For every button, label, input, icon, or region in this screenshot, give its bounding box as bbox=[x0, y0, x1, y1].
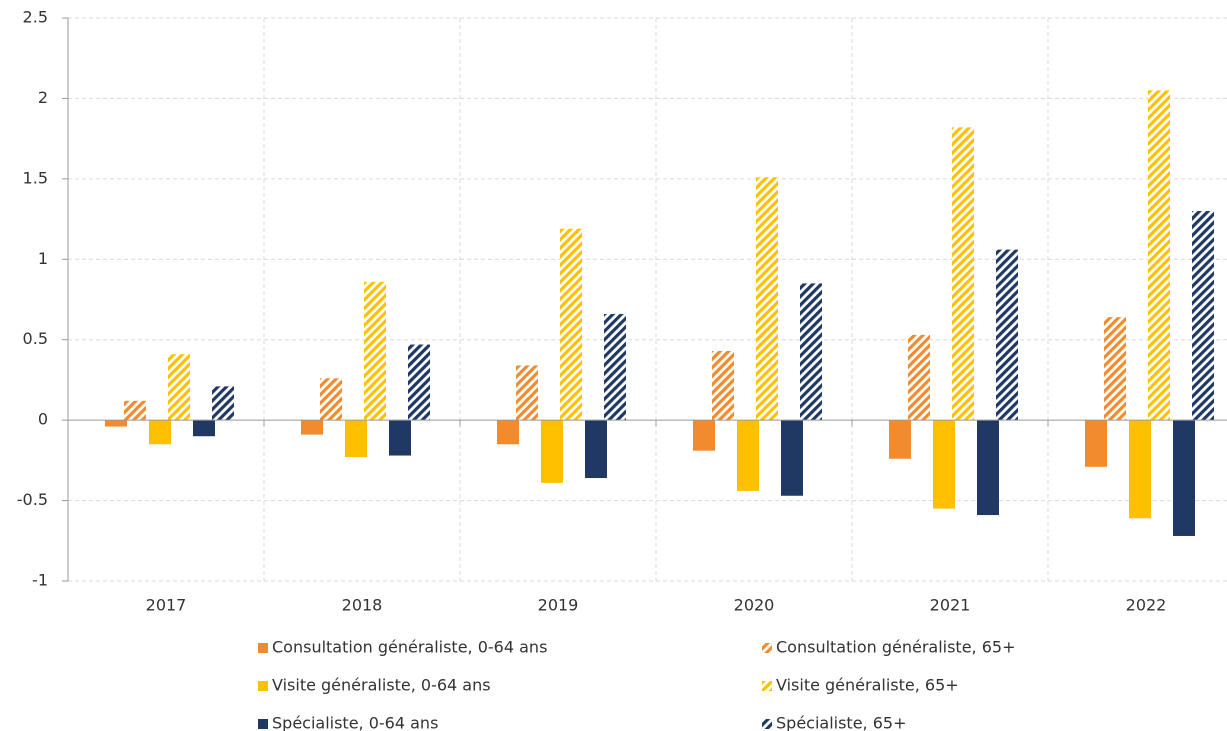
legend-label: Spécialiste, 65+ bbox=[776, 714, 906, 731]
x-tick-label: 2021 bbox=[930, 596, 971, 615]
bar bbox=[124, 400, 146, 421]
bar bbox=[560, 228, 582, 421]
bar bbox=[364, 281, 386, 421]
bar bbox=[497, 420, 519, 445]
bar bbox=[408, 344, 430, 421]
bar bbox=[604, 313, 626, 421]
bar bbox=[1104, 317, 1126, 421]
legend-swatch bbox=[762, 643, 772, 653]
bar bbox=[1129, 420, 1151, 519]
bar bbox=[693, 420, 715, 451]
bar bbox=[889, 420, 911, 459]
x-tick-label: 2017 bbox=[146, 596, 187, 615]
bar bbox=[996, 249, 1018, 421]
bar bbox=[1192, 211, 1214, 421]
bar bbox=[1173, 420, 1195, 536]
y-tick-label: -1 bbox=[32, 571, 48, 590]
bar bbox=[977, 420, 999, 516]
bar bbox=[800, 283, 822, 421]
bar bbox=[781, 420, 803, 496]
legend-label: Consultation généraliste, 65+ bbox=[776, 638, 1015, 657]
bar bbox=[585, 420, 607, 479]
bar bbox=[301, 420, 323, 435]
legend-swatch bbox=[762, 681, 772, 691]
bar bbox=[212, 386, 234, 421]
legend-label: Visite généraliste, 0-64 ans bbox=[272, 676, 491, 695]
legend-label: Spécialiste, 0-64 ans bbox=[272, 714, 438, 731]
bar bbox=[712, 350, 734, 421]
bar bbox=[933, 420, 955, 509]
bar bbox=[1085, 420, 1107, 467]
bar bbox=[389, 420, 411, 456]
y-tick-label: 1.5 bbox=[23, 168, 48, 187]
legend-label: Consultation généraliste, 0-64 ans bbox=[272, 638, 547, 657]
x-tick-label: 2018 bbox=[342, 596, 383, 615]
y-tick-label: 0 bbox=[38, 410, 48, 429]
bar bbox=[149, 420, 171, 445]
legend-swatch bbox=[762, 719, 772, 729]
bar bbox=[516, 365, 538, 421]
y-tick-label: 2 bbox=[38, 88, 48, 107]
x-tick-label: 2022 bbox=[1126, 596, 1167, 615]
y-tick-label: 0.5 bbox=[23, 329, 48, 348]
legend-swatch bbox=[258, 681, 268, 691]
legend-label: Visite généraliste, 65+ bbox=[776, 676, 959, 695]
y-tick-label: 2.5 bbox=[23, 8, 48, 27]
bar bbox=[193, 420, 215, 437]
bar bbox=[756, 177, 778, 421]
bar bbox=[105, 420, 127, 427]
bar bbox=[541, 420, 563, 483]
bar bbox=[345, 420, 367, 458]
bar bbox=[1148, 90, 1170, 421]
bar bbox=[908, 334, 930, 421]
y-tick-label: -0.5 bbox=[17, 490, 48, 509]
y-tick-label: 1 bbox=[38, 249, 48, 268]
legend-swatch bbox=[258, 719, 268, 729]
bar bbox=[168, 354, 190, 421]
x-tick-label: 2019 bbox=[538, 596, 579, 615]
bar bbox=[320, 378, 342, 421]
legend-swatch bbox=[258, 643, 268, 653]
bar bbox=[737, 420, 759, 491]
x-tick-label: 2020 bbox=[734, 596, 775, 615]
bar bbox=[952, 127, 974, 421]
